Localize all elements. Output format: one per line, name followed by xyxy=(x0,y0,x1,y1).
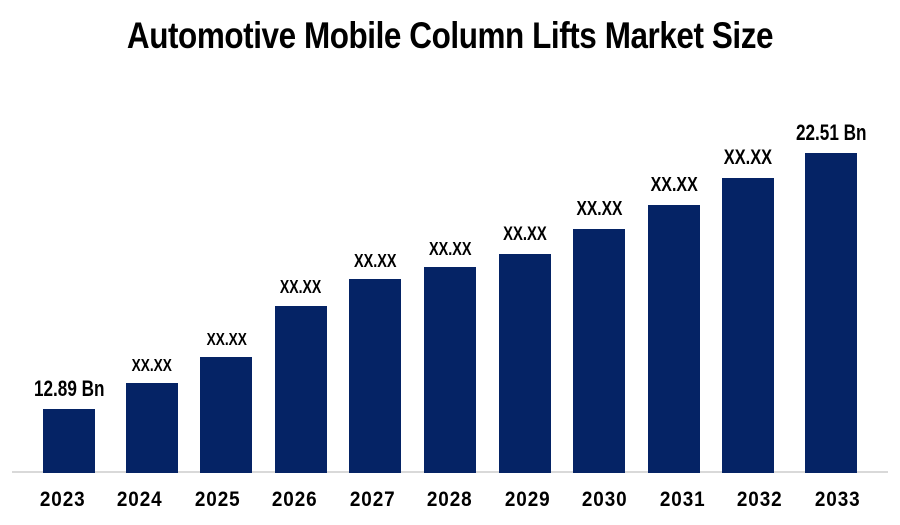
bar-column: XX.XX xyxy=(264,278,339,473)
bar xyxy=(647,205,700,473)
bar-column: XX.XX xyxy=(711,145,786,473)
bar-value-label: 22.51 Bn xyxy=(795,119,867,145)
bar xyxy=(43,409,96,473)
x-axis-label: 2032 xyxy=(736,488,783,511)
bar-value-label: XX.XX xyxy=(206,328,247,349)
x-axis-label: 2033 xyxy=(814,488,861,511)
bar xyxy=(804,153,857,473)
bar-column: XX.XX xyxy=(413,237,488,473)
bar-value-label: XX.XX xyxy=(724,145,773,169)
bar xyxy=(498,254,551,473)
bar xyxy=(424,267,477,473)
chart-title: Automotive Mobile Column Lifts Market Si… xyxy=(126,15,774,56)
bar xyxy=(722,178,775,473)
bar-value-label: XX.XX xyxy=(131,354,172,375)
x-axis-label: 2027 xyxy=(349,488,396,511)
bar-value-label: XX.XX xyxy=(280,277,322,298)
x-axis-label: 2023 xyxy=(39,488,86,511)
x-axis-label: 2030 xyxy=(582,488,628,511)
bar-column: XX.XX xyxy=(636,174,711,473)
x-axis-label: 2029 xyxy=(504,488,551,511)
bars-row: 12.89 Bn XX.XX XX.XX XX.XX XX.XX XX.XX X… xyxy=(24,121,876,473)
bar-column: XX.XX xyxy=(115,354,190,473)
bar-value-label: XX.XX xyxy=(428,237,472,259)
bar-column: 12.89 Bn xyxy=(24,377,115,473)
x-axis-label: 2024 xyxy=(117,488,163,511)
bar-value-label: XX.XX xyxy=(502,224,547,246)
bar-column: XX.XX xyxy=(562,199,637,473)
x-axis-label: 2026 xyxy=(272,488,318,511)
x-axis-label: 2025 xyxy=(194,488,241,511)
bar-value-label: XX.XX xyxy=(354,249,397,271)
bar-value-label: 12.89 Bn xyxy=(33,375,105,401)
bar xyxy=(274,306,327,473)
x-axis: 2023 2024 2025 2026 2027 2028 2029 2030 2031 2032… xyxy=(24,489,876,510)
bar xyxy=(573,229,626,473)
bar xyxy=(200,357,253,473)
bar-value-label: XX.XX xyxy=(650,173,698,197)
bar-column: XX.XX xyxy=(487,225,562,473)
bar-column: XX.XX xyxy=(338,249,413,473)
x-axis-label: 2031 xyxy=(659,488,706,511)
bar-value-label: XX.XX xyxy=(576,198,623,220)
bar xyxy=(349,279,402,473)
bar xyxy=(125,383,178,473)
x-axis-label: 2028 xyxy=(427,488,473,511)
bar-column: 22.51 Bn xyxy=(786,121,877,473)
bar-column: XX.XX xyxy=(189,328,264,473)
